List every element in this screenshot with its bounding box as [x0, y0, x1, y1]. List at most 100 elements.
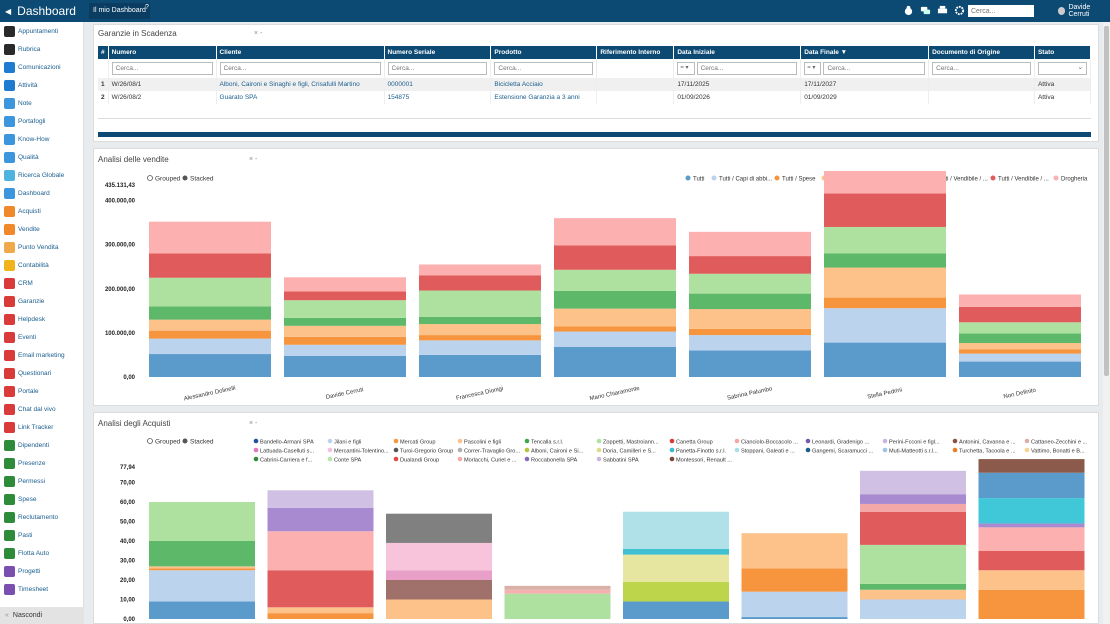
- sidebar-item-spese[interactable]: Spese: [0, 490, 83, 508]
- bar-segment[interactable]: [149, 221, 271, 254]
- bar-segment[interactable]: [386, 570, 492, 580]
- legend-item[interactable]: Dualandi Group: [393, 456, 439, 464]
- bar-segment[interactable]: [284, 300, 406, 318]
- legend-item[interactable]: Turoi-Gregorio Group: [393, 447, 454, 455]
- legend-item[interactable]: Jilani e figli: [327, 438, 362, 446]
- bar-segment[interactable]: [284, 336, 406, 345]
- column-header[interactable]: Data Finale ▼: [800, 46, 930, 59]
- bar-segment[interactable]: [689, 293, 811, 310]
- bar-segment[interactable]: [978, 570, 1085, 590]
- bar-segment[interactable]: [860, 470, 966, 495]
- bar-segment[interactable]: [689, 256, 811, 274]
- sidebar-item-portale[interactable]: Portale: [0, 382, 83, 400]
- sidebar-item-timesheet[interactable]: Timesheet: [0, 580, 83, 598]
- bar-segment[interactable]: [623, 554, 729, 582]
- bar-segment[interactable]: [149, 330, 271, 339]
- user-menu[interactable]: Davide Cerruti: [1058, 4, 1110, 18]
- sidebar-item-flotta-auto[interactable]: Flotta Auto: [0, 544, 83, 562]
- sidebar-item-reclutamento[interactable]: Reclutamento: [0, 508, 83, 526]
- column-header[interactable]: Prodotto: [490, 46, 598, 59]
- legend-item[interactable]: Doria, Camilleri e S...: [596, 447, 657, 455]
- bar-segment[interactable]: [978, 527, 1085, 551]
- legend-item[interactable]: Canetta Group: [669, 438, 713, 446]
- bar-segment[interactable]: [860, 544, 966, 584]
- sidebar-item-presenze[interactable]: Presenze: [0, 454, 83, 472]
- column-filter-input[interactable]: [932, 62, 1031, 75]
- legend-item[interactable]: Mercati Group: [393, 438, 436, 446]
- legend-item[interactable]: Muti-Matteotti s.r.l...: [882, 447, 939, 455]
- column-filter-input[interactable]: [219, 62, 381, 75]
- bar-segment[interactable]: [149, 277, 271, 307]
- bar-segment[interactable]: [419, 354, 541, 377]
- bar-segment[interactable]: [959, 306, 1081, 323]
- panel-controls[interactable]: × -: [249, 156, 258, 163]
- legend-item[interactable]: Lattuada-Caselluti s...: [253, 447, 315, 455]
- bar-segment[interactable]: [959, 294, 1081, 307]
- bar-segment[interactable]: [554, 245, 676, 270]
- stacked-radio[interactable]: [182, 175, 188, 181]
- sidebar-item-progetti[interactable]: Progetti: [0, 562, 83, 580]
- legend-item[interactable]: Leonardi, Gradenigo ...: [805, 438, 870, 446]
- bar-segment[interactable]: [623, 581, 729, 602]
- legend-item[interactable]: Drogheria: [1053, 175, 1089, 183]
- legend-item[interactable]: Vattimo, Bonatti e B...: [1024, 447, 1085, 455]
- bar-segment[interactable]: [504, 585, 611, 590]
- bar-segment[interactable]: [554, 346, 676, 377]
- sidebar-item-permessi[interactable]: Permessi: [0, 472, 83, 490]
- column-filter-input[interactable]: [494, 62, 594, 75]
- legend-item[interactable]: Bandello-Armani SPA: [253, 438, 314, 446]
- bar-segment[interactable]: [824, 253, 946, 268]
- bar-segment[interactable]: [824, 308, 946, 343]
- brand[interactable]: ◀ Dashboard: [0, 0, 84, 22]
- bar-segment[interactable]: [386, 542, 492, 571]
- legend-item[interactable]: Panetta-Finotto s.r.l.: [669, 447, 727, 455]
- global-search-input[interactable]: [968, 5, 1034, 17]
- bar-segment[interactable]: [959, 333, 1081, 344]
- legend-item[interactable]: Montessori, Renault ...: [669, 456, 733, 464]
- sidebar-item-garanzie[interactable]: Garanzie: [0, 292, 83, 310]
- legend-item[interactable]: Tutti: [685, 175, 705, 183]
- legend-item[interactable]: Zoppetti, Mastroiann...: [596, 438, 659, 446]
- column-header[interactable]: Cliente: [216, 46, 385, 59]
- bar-segment[interactable]: [554, 331, 676, 347]
- bar-segment[interactable]: [689, 335, 811, 351]
- bar-segment[interactable]: [284, 291, 406, 301]
- legend-item[interactable]: Gangemi, Scaramucci ...: [805, 447, 874, 455]
- cell-prodotto[interactable]: Bicicletta Acciaio: [490, 78, 598, 91]
- sidebar-item-know-how[interactable]: Know-How: [0, 130, 83, 148]
- bar-segment[interactable]: [419, 290, 541, 317]
- table-row[interactable]: 1 W/26/08/1 Alboni, Caironi e Sinaghi e fi…: [98, 78, 1092, 91]
- bar-segment[interactable]: [978, 550, 1085, 571]
- collapse-sidebar-button[interactable]: « Nascondi: [0, 607, 84, 624]
- chart-mode-toggle[interactable]: Grouped Stacked: [147, 438, 214, 446]
- bar-segment[interactable]: [860, 511, 966, 545]
- legend-item[interactable]: Pascolini e figli: [457, 438, 501, 446]
- print-icon[interactable]: [937, 5, 948, 16]
- bar-segment[interactable]: [978, 472, 1085, 499]
- bar-segment[interactable]: [504, 589, 611, 594]
- bar-segment[interactable]: [741, 568, 848, 592]
- bar-segment[interactable]: [284, 277, 406, 292]
- grouped-radio[interactable]: [147, 438, 153, 444]
- bar-segment[interactable]: [741, 617, 848, 619]
- column-filter-input[interactable]: [387, 62, 488, 75]
- bar-segment[interactable]: [689, 309, 811, 329]
- bar-segment[interactable]: [824, 171, 946, 194]
- bar-segment[interactable]: [623, 601, 729, 619]
- bar-segment[interactable]: [978, 459, 1085, 473]
- bar-segment[interactable]: [267, 570, 374, 608]
- sidebar-item-link-tracker[interactable]: Link Tracker: [0, 418, 83, 436]
- bar-segment[interactable]: [959, 361, 1081, 377]
- sidebar-item-helpdesk[interactable]: Helpdesk: [0, 310, 83, 328]
- bar-segment[interactable]: [419, 316, 541, 325]
- bar-segment[interactable]: [554, 290, 676, 309]
- legend-item[interactable]: Stoppani, Galeati e ...: [734, 447, 796, 455]
- sidebar-item-qualit-[interactable]: Qualità: [0, 148, 83, 166]
- help-link[interactable]: ?: [145, 4, 149, 11]
- sidebar-item-eventi[interactable]: Eventi: [0, 328, 83, 346]
- sidebar-item-dipendenti[interactable]: Dipendenti: [0, 436, 83, 454]
- legend-item[interactable]: Tencalla s.r.l.: [524, 438, 564, 446]
- gear-icon[interactable]: [954, 5, 965, 16]
- bar-segment[interactable]: [149, 338, 271, 355]
- bar-segment[interactable]: [386, 513, 492, 543]
